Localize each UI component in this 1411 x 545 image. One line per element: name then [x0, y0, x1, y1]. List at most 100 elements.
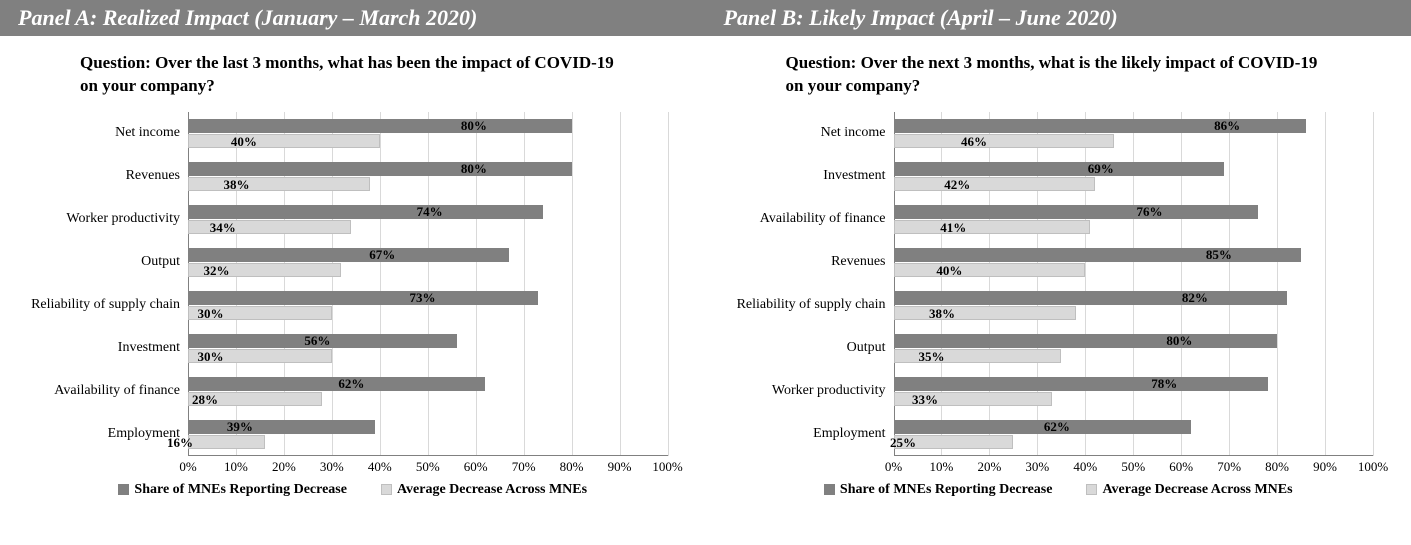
bar-avg-value: 40%	[231, 135, 257, 149]
bar-avg-value: 42%	[944, 178, 970, 192]
legend-item-share: Share of MNEs Reporting Decrease	[824, 482, 1053, 498]
swatch-dark-icon	[824, 484, 835, 495]
header-bar: Panel A: Realized Impact (January – Marc…	[0, 0, 1411, 36]
panel-b-plot: 86%46%69%42%76%41%85%40%82%38%80%35%78%3…	[894, 112, 1374, 456]
swatch-light-icon	[381, 484, 392, 495]
bar-avg: 41%	[894, 220, 1091, 234]
bar-avg-value: 30%	[198, 307, 224, 321]
bar-share-value: 82%	[1182, 291, 1208, 305]
bar-share-value: 73%	[410, 291, 436, 305]
panel-b-ylabels: Net incomeInvestmentAvailability of fina…	[726, 112, 894, 456]
xtick-label: 10%	[930, 459, 954, 475]
bar-share-value: 85%	[1206, 248, 1232, 262]
panel-a-bars: 80% 40% 80% 38% 74% 34% 67%32% 73% 30% 56% 30% 62% 2…	[188, 112, 668, 456]
xtick-label: 30%	[320, 459, 344, 475]
xtick-label: 10%	[224, 459, 248, 475]
category-label: Net income	[726, 112, 886, 155]
panel-a-legend: Share of MNEs Reporting Decrease Average…	[20, 482, 686, 498]
legend-item-avg: Average Decrease Across MNEs	[1086, 482, 1292, 498]
bar-share: 80%	[894, 334, 1278, 348]
category-label: Investment	[20, 327, 180, 370]
bar-group: 62% 28%	[188, 370, 668, 413]
bar-group: 82% 38%	[894, 284, 1374, 327]
bar-avg: 34%	[188, 220, 351, 234]
panels-row: Question: Over the last 3 months, what h…	[0, 36, 1411, 498]
xtick-label: 80%	[1265, 459, 1289, 475]
bar-avg-value: 30%	[198, 350, 224, 364]
bar-group: 74% 34%	[188, 198, 668, 241]
panel-b-xticks: 0%10%20%30%40%50%60%70%80%90%100%	[894, 456, 1374, 478]
bar-avg: 42%	[894, 177, 1095, 191]
bar-avg-value: 38%	[223, 178, 249, 192]
gridline	[1373, 112, 1374, 456]
bar-avg: 25%	[894, 435, 1014, 449]
category-label: Output	[20, 241, 180, 284]
xtick-label: 20%	[977, 459, 1001, 475]
panel-b-title: Panel B: Likely Impact (April – June 202…	[706, 0, 1411, 36]
bar-group: 67%32%	[188, 241, 668, 284]
bar-share-value: 62%	[338, 377, 364, 391]
bar-share-value: 76%	[1136, 205, 1162, 219]
panel-b: Question: Over the next 3 months, what i…	[706, 36, 1411, 498]
bar-avg-value: 41%	[940, 221, 966, 235]
bar-avg: 30%	[188, 306, 332, 320]
bar-avg-value: 32%	[203, 264, 229, 278]
xtick-label: 90%	[1313, 459, 1337, 475]
xtick-label: 40%	[368, 459, 392, 475]
bar-group: 69% 42%	[894, 155, 1374, 198]
category-label: Availability of finance	[726, 198, 886, 241]
bar-share: 74%	[188, 205, 543, 219]
legend-item-share: Share of MNEs Reporting Decrease	[118, 482, 347, 498]
xtick-label: 100%	[652, 459, 682, 475]
bar-group: 39%16%	[188, 413, 668, 456]
bar-avg: 38%	[894, 306, 1076, 320]
bar-avg: 32%	[188, 263, 341, 277]
bar-share: 80%	[188, 119, 572, 133]
bar-share: 80%	[188, 162, 572, 176]
category-label: Revenues	[20, 155, 180, 198]
bar-avg: 33%	[894, 392, 1052, 406]
bar-group: 56% 30%	[188, 327, 668, 370]
legend-item-avg: Average Decrease Across MNEs	[381, 482, 587, 498]
bar-share: 86%	[894, 119, 1306, 133]
panel-a-question: Question: Over the last 3 months, what h…	[80, 52, 626, 98]
xtick-label: 0%	[179, 459, 196, 475]
bar-share: 39%	[188, 420, 375, 434]
bar-share: 69%	[894, 162, 1225, 176]
bar-share-value: 39%	[227, 420, 253, 434]
bar-avg: 40%	[188, 134, 380, 148]
xtick-label: 20%	[272, 459, 296, 475]
category-label: Investment	[726, 155, 886, 198]
xtick-label: 60%	[1169, 459, 1193, 475]
panel-a-xticks: 0%10%20%30%40%50%60%70%80%90%100%	[188, 456, 668, 478]
bar-share: 76%	[894, 205, 1258, 219]
bar-avg-value: 33%	[912, 393, 938, 407]
bar-share-value: 74%	[417, 205, 443, 219]
bar-avg-value: 34%	[210, 221, 236, 235]
bar-group: 85% 40%	[894, 241, 1374, 284]
bar-avg: 38%	[188, 177, 370, 191]
bar-avg: 28%	[188, 392, 322, 406]
bar-avg-value: 35%	[919, 350, 945, 364]
bar-avg-value: 40%	[936, 264, 962, 278]
bar-avg: 30%	[188, 349, 332, 363]
bar-share: 73%	[188, 291, 538, 305]
bar-share-value: 69%	[1088, 162, 1114, 176]
bar-group: 78%33%	[894, 370, 1374, 413]
category-label: Employment	[20, 413, 180, 456]
xtick-label: 50%	[1121, 459, 1145, 475]
panel-b-bars: 86%46%69%42%76%41%85%40%82%38%80%35%78%3…	[894, 112, 1374, 456]
panel-b-chart: Net incomeInvestmentAvailability of fina…	[726, 112, 1392, 456]
legend-label-share: Share of MNEs Reporting Decrease	[134, 482, 347, 498]
category-label: Reliability of supply chain	[20, 284, 180, 327]
bar-share-value: 56%	[304, 334, 330, 348]
category-label: Revenues	[726, 241, 886, 284]
xtick-label: 60%	[464, 459, 488, 475]
category-label: Net income	[20, 112, 180, 155]
xtick-label: 70%	[1217, 459, 1241, 475]
panel-a-plot: 80% 40% 80% 38% 74% 34% 67%32% 73% 30% 56% 30% 62% 2…	[188, 112, 668, 456]
bar-share: 85%	[894, 248, 1302, 262]
bar-share-value: 80%	[1166, 334, 1192, 348]
legend-label-share: Share of MNEs Reporting Decrease	[840, 482, 1053, 498]
category-label: Worker productivity	[20, 198, 180, 241]
